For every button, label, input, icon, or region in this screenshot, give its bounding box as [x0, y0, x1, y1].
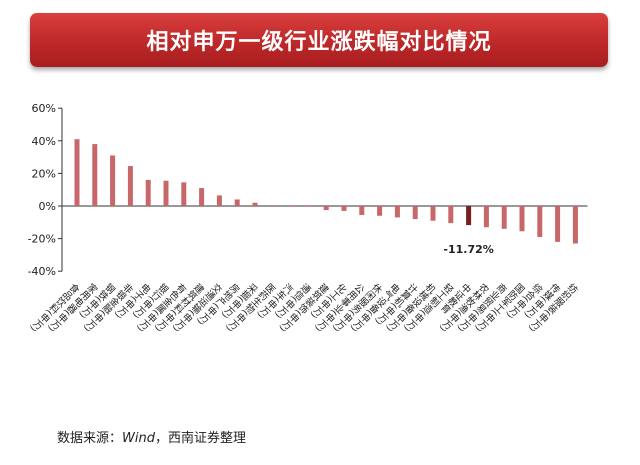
bar: [288, 206, 294, 207]
bar: [537, 206, 543, 237]
bar: [377, 206, 383, 216]
bar: [74, 139, 80, 206]
bar: [501, 206, 507, 229]
bar: [270, 205, 276, 206]
bar: [483, 206, 489, 228]
bar: [216, 195, 222, 206]
source-name: Wind: [122, 431, 155, 446]
title-banner: 相对申万一级行业涨跌幅对比情况: [30, 13, 608, 67]
bar: [92, 144, 98, 206]
bar: [572, 206, 578, 244]
y-tick-label: 60%: [32, 102, 56, 115]
bar: [341, 206, 347, 211]
source-note: 数据来源：Wind，西南证券整理: [57, 427, 246, 446]
bar: [163, 180, 169, 206]
banner-title: 相对申万一级行业涨跌幅对比情况: [146, 30, 492, 55]
bar: [466, 206, 472, 226]
source-suffix: ，西南证券整理: [154, 431, 246, 446]
bar: [359, 206, 365, 215]
y-tick-label: 20%: [32, 167, 56, 180]
bar: [234, 199, 240, 206]
bar: [199, 188, 205, 206]
bar: [323, 206, 329, 211]
bar: [555, 206, 561, 242]
bar: [448, 206, 454, 224]
bar: [127, 166, 133, 206]
bar: [430, 206, 436, 221]
y-tick-label: 40%: [32, 135, 56, 148]
data-label: -11.72%: [443, 243, 493, 256]
y-tick-label: 0%: [39, 200, 56, 213]
bar: [394, 206, 400, 218]
bar-chart: 60%40%20%0%-20%-40%-11.72%食品饮料(申万)家用电器(申…: [28, 102, 588, 334]
bar: [412, 206, 418, 220]
y-tick-label: -20%: [28, 233, 56, 246]
bar: [181, 182, 187, 206]
bar: [110, 155, 116, 206]
y-tick-label: -40%: [28, 265, 56, 278]
bar: [145, 179, 151, 206]
bar: [305, 206, 311, 207]
source-prefix: 数据来源：: [57, 431, 123, 446]
bar: [252, 202, 258, 206]
bar: [519, 206, 525, 232]
